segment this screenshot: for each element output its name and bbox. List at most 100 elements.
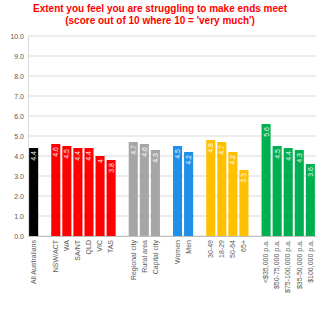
grid-line <box>28 76 316 77</box>
y-tick: 9.0 <box>14 53 28 60</box>
bar <box>73 148 82 236</box>
x-tick-label: $50-75,000 p.a. <box>273 240 281 289</box>
data-label: 4.8 <box>207 143 214 153</box>
x-tick: $100,000 p.a. <box>307 240 315 283</box>
bars <box>29 124 315 236</box>
x-tick: 18-29 <box>218 240 225 258</box>
data-labels: 4.44.64.54.44.443.84.74.64.34.54.24.84.7… <box>30 127 314 183</box>
x-tick-label: 18-29 <box>218 240 225 258</box>
data-label: 4.6 <box>52 147 59 157</box>
data-label: 4.2 <box>229 155 236 165</box>
bar <box>228 152 237 236</box>
x-tick: Rural area <box>141 240 148 273</box>
x-tick: <$35,000 p.a. <box>262 240 270 283</box>
y-tick: 6.0 <box>14 113 28 120</box>
x-tick-label: 65+ <box>240 240 247 252</box>
bar <box>184 152 193 236</box>
data-label: 4.2 <box>185 155 192 165</box>
x-axis: All AustraliansNSW/ACTWASA/NTQLDVICTASRe… <box>29 237 317 293</box>
grid-line <box>28 116 316 117</box>
grid-line <box>28 56 316 57</box>
bar <box>284 148 293 236</box>
x-tick-label: 50-64 <box>229 240 236 258</box>
x-tick-label: WA <box>63 240 70 251</box>
x-tick: Regional city <box>130 240 138 281</box>
x-tick: $50-75,000 p.a. <box>273 240 281 289</box>
y-tick-label: 5.0 <box>14 133 24 140</box>
x-tick: $35-50,000 p.a. <box>296 240 304 289</box>
y-tick: 0.0 <box>14 233 28 240</box>
data-label: 4.3 <box>152 153 159 163</box>
bar <box>273 146 282 236</box>
y-tick-label: 8.0 <box>14 73 24 80</box>
y-tick-label: 2.0 <box>14 193 24 200</box>
x-tick-label: Women <box>174 240 181 264</box>
title: Extent you feel you are struggling to ma… <box>33 3 288 14</box>
bar <box>306 164 315 236</box>
y-tick: 7.0 <box>14 93 28 100</box>
bar <box>173 146 182 236</box>
grid-line <box>28 96 316 97</box>
grid-line <box>28 36 316 37</box>
y-tick-label: 3.0 <box>14 173 24 180</box>
data-label: 4.4 <box>285 151 292 161</box>
bar <box>84 148 93 236</box>
subtitle: (score out of 10 where 10 = 'very much') <box>65 15 255 26</box>
x-tick: 65+ <box>240 240 247 252</box>
data-label: 4 <box>97 159 104 163</box>
grid <box>28 36 316 236</box>
data-label: 4.5 <box>63 149 70 159</box>
x-tick-label: $35-50,000 p.a. <box>296 240 304 289</box>
y-axis: 0.0 1.0 2.0 3.0 4.0 5.0 6.0 7.0 8.0 9.0 10.0 <box>10 33 28 240</box>
data-label: 4.7 <box>218 145 225 155</box>
x-tick-label: Rural area <box>141 240 148 273</box>
y-tick-label: 6.0 <box>14 113 24 120</box>
bar <box>29 148 38 236</box>
y-axis-line <box>28 37 29 237</box>
x-tick-label: $100,000 p.a. <box>307 240 315 283</box>
y-tick: 10.0 <box>10 33 28 40</box>
data-label: 4.4 <box>74 151 81 161</box>
bar <box>96 156 105 236</box>
x-tick-label: Capital city <box>152 240 160 275</box>
y-tick-label: 4.0 <box>14 153 24 160</box>
data-label: 4.5 <box>274 149 281 159</box>
y-tick: 8.0 <box>14 73 28 80</box>
bar <box>62 146 71 236</box>
x-tick-label: Men <box>185 240 192 254</box>
x-tick-label: NSW/ACT <box>52 239 59 272</box>
x-tick: WA <box>63 240 70 251</box>
bar <box>140 144 149 236</box>
x-tick: TAS <box>107 240 114 253</box>
y-tick: 2.0 <box>14 193 28 200</box>
bar <box>151 150 160 236</box>
data-label: 4.3 <box>296 153 303 163</box>
bar <box>262 124 271 236</box>
data-label: 4.7 <box>130 145 137 155</box>
y-tick-label: 7.0 <box>14 93 24 100</box>
x-tick: Capital city <box>152 240 160 275</box>
y-tick: 5.0 <box>14 133 28 140</box>
x-tick: 50-64 <box>229 240 236 258</box>
x-tick-label: All Australians <box>30 240 37 284</box>
x-tick: All Australians <box>30 240 37 284</box>
y-tick: 4.0 <box>14 153 28 160</box>
bar <box>107 160 116 236</box>
data-label: 3.8 <box>108 163 115 173</box>
x-tick-label: Regional city <box>130 240 138 281</box>
data-label: 4.5 <box>174 149 181 159</box>
data-label: 4.4 <box>30 151 37 161</box>
x-tick: QLD <box>85 240 93 254</box>
x-tick: $75-100,000 p.a. <box>284 240 292 293</box>
bar <box>206 140 215 236</box>
data-label: 3.3 <box>240 173 247 183</box>
bar <box>129 142 138 236</box>
bar <box>51 144 60 236</box>
data-label: 4.4 <box>85 151 92 161</box>
chart: Extent you feel you are struggling to ma… <box>0 0 320 320</box>
x-tick-label: QLD <box>85 240 93 254</box>
y-tick: 1.0 <box>14 213 28 220</box>
bar <box>295 150 304 236</box>
x-tick: 30-49 <box>207 240 214 258</box>
x-tick-label: TAS <box>107 240 114 253</box>
